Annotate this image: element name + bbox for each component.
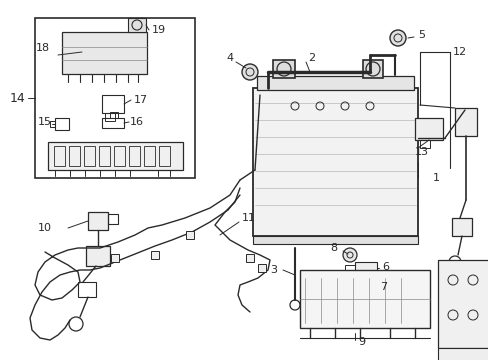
Text: 7: 7	[379, 282, 386, 292]
Bar	[84, 146, 95, 166]
Bar	[102, 95, 124, 113]
Bar	[151, 251, 159, 259]
Text: 18: 18	[36, 43, 50, 53]
Text: 4: 4	[225, 53, 233, 63]
Bar	[35, 18, 195, 178]
Text: 16: 16	[130, 117, 143, 127]
Bar	[414, 118, 442, 140]
Bar	[54, 146, 65, 166]
Bar	[105, 113, 115, 121]
Text: 1: 1	[432, 173, 439, 183]
Bar	[419, 140, 429, 148]
Bar	[108, 214, 118, 224]
Text: 10: 10	[38, 223, 52, 233]
Bar	[257, 76, 413, 90]
Bar	[451, 218, 471, 236]
Text: 15: 15	[38, 117, 52, 127]
Bar	[48, 142, 183, 170]
Text: 14: 14	[10, 91, 26, 104]
Bar	[272, 60, 294, 78]
Bar	[99, 146, 110, 166]
Bar	[454, 108, 476, 136]
Text: 3: 3	[269, 265, 276, 275]
Bar	[345, 265, 354, 272]
Bar	[110, 112, 118, 118]
Bar	[114, 146, 125, 166]
Bar	[143, 146, 155, 166]
Circle shape	[242, 64, 258, 80]
Bar	[129, 146, 140, 166]
Text: 2: 2	[307, 53, 314, 63]
Text: 11: 11	[242, 213, 256, 223]
Text: 5: 5	[417, 30, 424, 40]
Text: 12: 12	[452, 47, 466, 57]
Bar	[299, 270, 429, 328]
Bar	[258, 264, 265, 272]
Bar	[437, 348, 488, 360]
Circle shape	[342, 248, 356, 262]
Bar	[245, 254, 253, 262]
Bar	[354, 262, 376, 274]
Bar	[78, 282, 96, 297]
Bar	[55, 118, 69, 130]
Bar	[102, 118, 124, 128]
Bar	[185, 231, 194, 239]
Bar	[159, 146, 170, 166]
Text: 9: 9	[357, 337, 365, 347]
Text: 8: 8	[329, 243, 336, 253]
Circle shape	[389, 30, 405, 46]
Bar	[88, 212, 108, 230]
Bar	[111, 254, 119, 262]
Bar	[341, 285, 351, 292]
Bar	[69, 146, 80, 166]
Bar	[252, 236, 417, 244]
Bar	[351, 282, 373, 294]
Text: 19: 19	[152, 25, 166, 35]
Bar	[252, 88, 417, 236]
Bar	[62, 32, 147, 74]
Text: 6: 6	[381, 262, 388, 272]
Bar	[362, 60, 382, 78]
Text: 17: 17	[134, 95, 148, 105]
Bar	[128, 18, 146, 32]
Bar	[437, 260, 488, 348]
Bar	[86, 246, 110, 266]
Text: 13: 13	[414, 147, 428, 157]
Bar	[50, 121, 55, 127]
